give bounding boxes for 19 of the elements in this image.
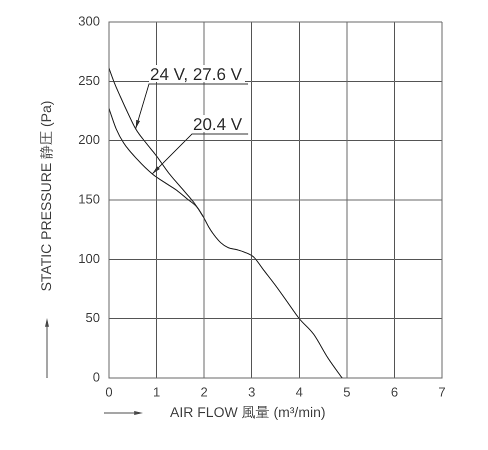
y-tick-label: 50	[86, 310, 100, 326]
series-label: 24 V, 27.6 V	[150, 65, 243, 84]
x-axis-title: AIR FLOW 風量 (m³/min)	[170, 404, 326, 420]
text: 20.4 V	[193, 115, 243, 134]
x-tick-label: 1	[152, 384, 160, 400]
y-tick-label: 0	[92, 370, 100, 385]
y-tick-label: 300	[78, 14, 100, 29]
x-tick-label: 6	[390, 384, 398, 400]
y-axis-title: STATIC PRESSURE 静圧 (Pa)	[38, 100, 54, 292]
x-tick-label: 2	[200, 384, 208, 400]
x-tick-label: 5	[343, 384, 350, 400]
y-tick-label: 200	[78, 132, 100, 148]
x-tick-label: 3	[248, 384, 256, 400]
x-tick-label: 7	[438, 384, 446, 400]
y-tick-label: 150	[78, 192, 100, 207]
y-tick-label: 100	[78, 250, 100, 266]
x-tick-label: 4	[296, 384, 303, 400]
y-tick-label: 250	[78, 72, 100, 88]
x-tick-label: 0	[105, 384, 113, 400]
